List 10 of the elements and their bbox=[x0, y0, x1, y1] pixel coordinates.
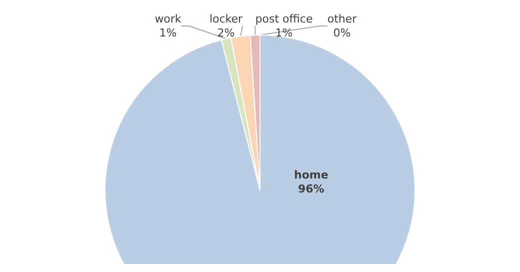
slice-label: work bbox=[154, 12, 182, 26]
data-label: 96% bbox=[298, 182, 324, 196]
category-label: other bbox=[327, 12, 357, 26]
slice-label: home bbox=[294, 168, 328, 182]
text: 0% bbox=[333, 26, 351, 40]
data-label: 2% bbox=[217, 26, 235, 40]
slice-label: post office bbox=[255, 12, 313, 26]
slice-label: locker bbox=[209, 12, 244, 26]
data-label: 1% bbox=[275, 26, 293, 40]
data-label: 1% bbox=[159, 26, 177, 40]
